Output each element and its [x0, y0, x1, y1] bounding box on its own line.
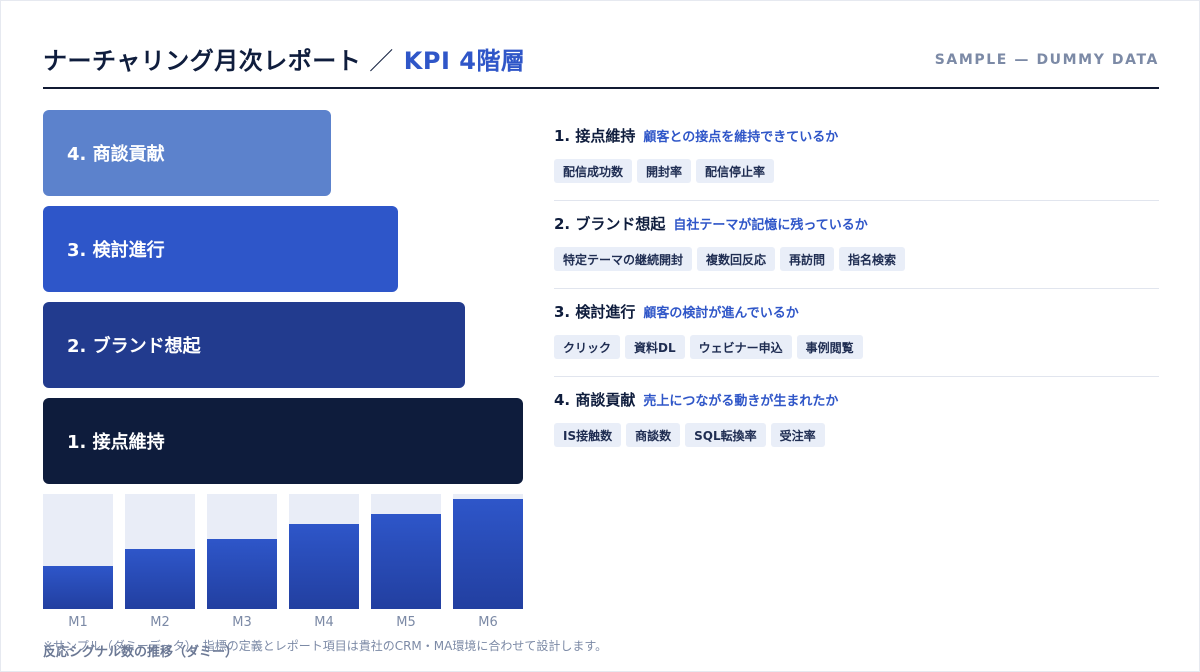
title-separator: ／ [369, 47, 394, 75]
metric-chip: 特定テーマの継続開封 [554, 247, 693, 271]
bar-track [453, 494, 523, 609]
kpi-section-desc: 売上につながる動きが生まれたか [643, 394, 839, 409]
x-tick-label: M2 [150, 615, 170, 630]
metric-chip: 配信停止率 [696, 159, 775, 183]
kpi-section-header: 1. 接点維持 顧客との接点を維持できているか [554, 125, 838, 146]
metric-chip: 事例閲覧 [796, 335, 863, 359]
bar-track [371, 494, 441, 609]
kpi-section-header: 2. ブランド想起 自社テーマが記憶に残っているか [554, 213, 868, 234]
kpi-section-title: 1. 接点維持 [554, 127, 636, 145]
metric-chip: ウェビナー申込 [689, 335, 792, 359]
metric-chip: 指名検索 [839, 247, 906, 271]
metric-chip-list: 配信成功数 開封率 配信停止率 [554, 159, 775, 183]
kpi-section-desc: 顧客の検討が進んでいるか [643, 306, 799, 321]
kpi-section-3: 3. 検討進行 顧客の検討が進んでいるか クリック 資料DL ウェビナー申込 事例… [554, 289, 1159, 377]
metric-chip: 商談数 [626, 423, 681, 447]
metric-chip: 再訪問 [780, 247, 835, 271]
footnote: ※サンプル（ダミーデータ）。指標の定義とレポート項目は貴社のCRM・MA環境に合… [43, 639, 608, 653]
bar-m3 [207, 539, 277, 609]
kpi-section-desc: 自社テーマが記憶に残っているか [673, 218, 868, 233]
kpi-section-1: 1. 接点維持 顧客との接点を維持できているか 配信成功数 開封率 配信停止率 [554, 113, 1159, 201]
kpi-section-title: 3. 検討進行 [554, 303, 636, 321]
bar-track [43, 494, 113, 609]
title-accent: KPI 4階層 [403, 47, 526, 75]
kpi-section-4: 4. 商談貢献 売上につながる動きが生まれたか IS接触数 商談数 SQL転換率 … [554, 377, 1159, 465]
bar-m6 [453, 499, 523, 609]
x-tick-label: M1 [68, 615, 88, 630]
kpi-section-header: 4. 商談貢献 売上につながる動きが生まれたか [554, 389, 838, 410]
kpi-section-header: 3. 検討進行 顧客の検討が進んでいるか [554, 301, 799, 322]
tier-block-1: 1. 接点維持 [43, 398, 523, 484]
title-main: ナーチャリング月次レポート [43, 47, 362, 75]
metric-chip: 配信成功数 [554, 159, 633, 183]
kpi-section-2: 2. ブランド想起 自社テーマが記憶に残っているか 特定テーマの継続開封 複数回反… [554, 201, 1159, 289]
metric-chip: 開封率 [637, 159, 692, 183]
x-tick-label: M3 [232, 615, 252, 630]
x-tick-label: M6 [478, 615, 498, 630]
x-tick-label: M5 [396, 615, 416, 630]
page-title: ナーチャリング月次レポート／ KPI 4階層 [43, 41, 525, 76]
kpi-section-title: 4. 商談貢献 [554, 391, 636, 409]
bar-m1 [43, 566, 113, 609]
bar-m4 [289, 524, 359, 609]
metric-chip: 資料DL [625, 335, 685, 359]
kpi-section-title: 2. ブランド想起 [554, 215, 666, 233]
kpi-section-desc: 顧客との接点を維持できているか [643, 130, 839, 145]
signal-trend-chart: M1 M2 M3 M4 M5 M6 [43, 494, 523, 634]
bar-track [289, 494, 359, 609]
sample-label: SAMPLE — DUMMY DATA [934, 52, 1159, 68]
tier-block-3: 3. 検討進行 [43, 206, 398, 292]
metric-chip-list: IS接触数 商談数 SQL転換率 受注率 [554, 423, 825, 447]
metric-chip: 複数回反応 [697, 247, 776, 271]
metric-chip-list: クリック 資料DL ウェビナー申込 事例閲覧 [554, 335, 863, 359]
x-tick-label: M4 [314, 615, 334, 630]
metric-chip: 受注率 [770, 423, 825, 447]
metric-chip-list: 特定テーマの継続開封 複数回反応 再訪問 指名検索 [554, 247, 906, 271]
bar-m5 [371, 514, 441, 609]
report-header: ナーチャリング月次レポート／ KPI 4階層 SAMPLE — DUMMY DAT… [43, 39, 1159, 89]
bar-m2 [125, 549, 195, 609]
tier-block-2: 2. ブランド想起 [43, 302, 465, 388]
chart-title: 反応シグナル数の推移（ダミー） [43, 645, 239, 660]
metric-chip: クリック [554, 335, 621, 359]
metric-chip: IS接触数 [554, 423, 622, 447]
bar-track [207, 494, 277, 609]
bar-track [125, 494, 195, 609]
tier-block-4: 4. 商談貢献 [43, 110, 331, 196]
metric-chip: SQL転換率 [685, 423, 766, 447]
